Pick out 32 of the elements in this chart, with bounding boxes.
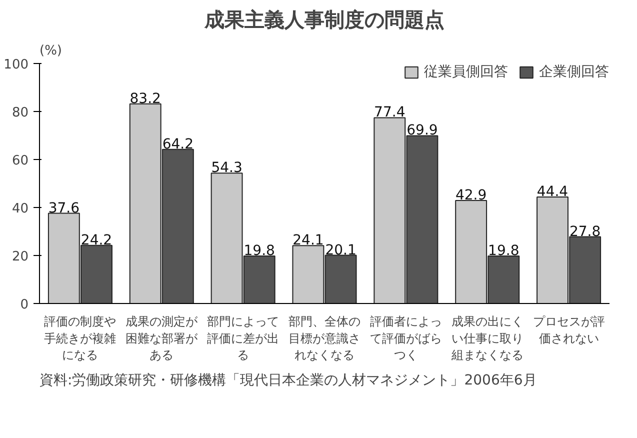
data-label: 64.2 <box>162 136 194 152</box>
x-tick-label: 評価の制度や手続きが複雑になる <box>44 314 116 362</box>
x-tick-label: 部門、全体の目標が意識されなくなる <box>288 314 360 362</box>
data-label: 20.1 <box>325 242 356 258</box>
y-tick-label: 80 <box>12 106 29 120</box>
data-label: 54.3 <box>211 160 242 176</box>
y-tick-label: 0 <box>20 298 29 312</box>
x-tick-label: プロセスが評価されない <box>532 314 605 346</box>
y-tick-label: 60 <box>12 154 29 168</box>
chart-title: 成果主義人事制度の問題点 <box>204 8 444 32</box>
data-label: 44.4 <box>536 184 568 200</box>
x-tick-label: 成果の出にくい仕事に取り組まなくなる <box>450 314 524 362</box>
legend-label: 企業側回答 <box>539 63 609 81</box>
data-label: 83.2 <box>130 90 161 107</box>
data-label: 77.4 <box>374 104 406 121</box>
x-tick-label: 部門によって評価に差が出る <box>207 314 280 362</box>
data-label: 24.2 <box>80 232 112 248</box>
legend-label: 従業員側回答 <box>424 63 508 81</box>
data-label: 27.8 <box>569 224 601 240</box>
data-label: 19.8 <box>244 242 275 259</box>
data-label: 24.1 <box>292 232 324 249</box>
x-tick-label: 評価者によって評価がばらつく <box>370 314 442 362</box>
text: 資料:労働政策研究・研修機構「現代日本企業の人材マネジメント」2006年6月 <box>40 372 537 388</box>
data-label: 42.9 <box>455 188 487 204</box>
y-tick-label: 20 <box>12 250 29 264</box>
data-label: 19.8 <box>488 242 520 259</box>
y-axis-title: (%) <box>40 44 62 58</box>
y-tick-label: 100 <box>4 58 29 72</box>
x-tick-label: 成果の測定が困難な部署がある <box>126 314 199 362</box>
y-tick-label: 40 <box>12 202 29 216</box>
data-label: 69.9 <box>406 122 438 139</box>
data-label: 37.6 <box>48 200 80 216</box>
